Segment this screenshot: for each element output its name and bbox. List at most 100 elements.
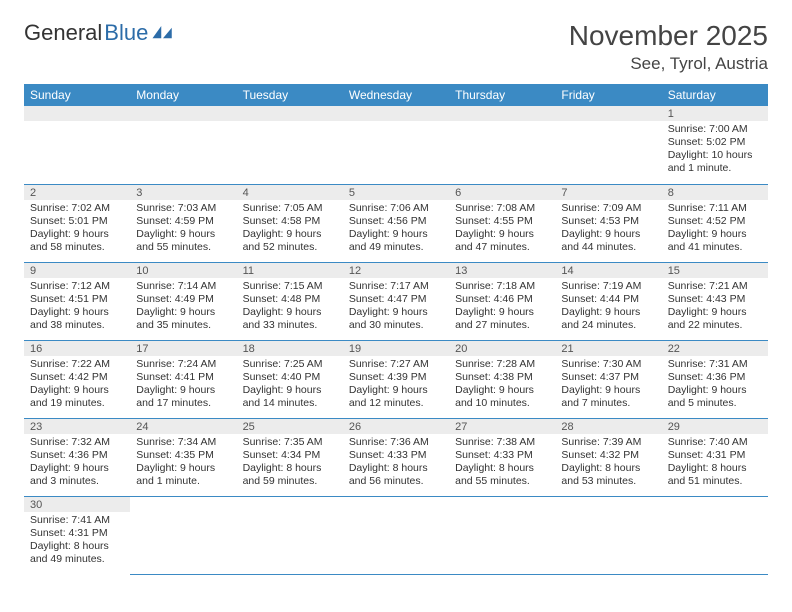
empty-daynum: [449, 106, 555, 121]
day-body: Sunrise: 7:25 AMSunset: 4:40 PMDaylight:…: [237, 356, 343, 415]
calendar-day-cell: 15Sunrise: 7:21 AMSunset: 4:43 PMDayligh…: [662, 262, 768, 340]
day-body: Sunrise: 7:28 AMSunset: 4:38 PMDaylight:…: [449, 356, 555, 415]
sunset-text: Sunset: 4:37 PM: [561, 371, 655, 384]
sunrise-text: Sunrise: 7:31 AM: [668, 358, 762, 371]
sunrise-text: Sunrise: 7:03 AM: [136, 202, 230, 215]
calendar-day-cell: 13Sunrise: 7:18 AMSunset: 4:46 PMDayligh…: [449, 262, 555, 340]
day-body: Sunrise: 7:35 AMSunset: 4:34 PMDaylight:…: [237, 434, 343, 493]
day-number: 26: [343, 419, 449, 434]
calendar-week-row: 1Sunrise: 7:00 AMSunset: 5:02 PMDaylight…: [24, 106, 768, 184]
day-number: 30: [24, 497, 130, 512]
daylight-text: Daylight: 9 hours and 30 minutes.: [349, 306, 443, 332]
day-body: Sunrise: 7:03 AMSunset: 4:59 PMDaylight:…: [130, 200, 236, 259]
sunset-text: Sunset: 4:36 PM: [30, 449, 124, 462]
day-number: 18: [237, 341, 343, 356]
day-number: 28: [555, 419, 661, 434]
calendar-empty-cell: [343, 496, 449, 574]
calendar-week-row: 9Sunrise: 7:12 AMSunset: 4:51 PMDaylight…: [24, 262, 768, 340]
calendar-day-cell: 17Sunrise: 7:24 AMSunset: 4:41 PMDayligh…: [130, 340, 236, 418]
day-number: 8: [662, 185, 768, 200]
sunrise-text: Sunrise: 7:35 AM: [243, 436, 337, 449]
sunrise-text: Sunrise: 7:39 AM: [561, 436, 655, 449]
day-body: Sunrise: 7:21 AMSunset: 4:43 PMDaylight:…: [662, 278, 768, 337]
day-body: Sunrise: 7:06 AMSunset: 4:56 PMDaylight:…: [343, 200, 449, 259]
sunset-text: Sunset: 4:43 PM: [668, 293, 762, 306]
calendar-day-cell: 19Sunrise: 7:27 AMSunset: 4:39 PMDayligh…: [343, 340, 449, 418]
calendar-table: SundayMondayTuesdayWednesdayThursdayFrid…: [24, 84, 768, 575]
day-body: Sunrise: 7:30 AMSunset: 4:37 PMDaylight:…: [555, 356, 661, 415]
day-number: 21: [555, 341, 661, 356]
calendar-day-cell: 29Sunrise: 7:40 AMSunset: 4:31 PMDayligh…: [662, 418, 768, 496]
day-body: Sunrise: 7:36 AMSunset: 4:33 PMDaylight:…: [343, 434, 449, 493]
calendar-day-cell: 8Sunrise: 7:11 AMSunset: 4:52 PMDaylight…: [662, 184, 768, 262]
sunrise-text: Sunrise: 7:15 AM: [243, 280, 337, 293]
sunset-text: Sunset: 4:48 PM: [243, 293, 337, 306]
daylight-text: Daylight: 9 hours and 1 minute.: [136, 462, 230, 488]
daylight-text: Daylight: 9 hours and 55 minutes.: [136, 228, 230, 254]
sunset-text: Sunset: 4:34 PM: [243, 449, 337, 462]
daylight-text: Daylight: 9 hours and 19 minutes.: [30, 384, 124, 410]
sunrise-text: Sunrise: 7:34 AM: [136, 436, 230, 449]
daylight-text: Daylight: 9 hours and 10 minutes.: [455, 384, 549, 410]
calendar-day-cell: 3Sunrise: 7:03 AMSunset: 4:59 PMDaylight…: [130, 184, 236, 262]
calendar-day-cell: 12Sunrise: 7:17 AMSunset: 4:47 PMDayligh…: [343, 262, 449, 340]
day-number: 1: [662, 106, 768, 121]
day-number: 5: [343, 185, 449, 200]
daylight-text: Daylight: 9 hours and 41 minutes.: [668, 228, 762, 254]
day-number: 15: [662, 263, 768, 278]
day-number: 27: [449, 419, 555, 434]
sunrise-text: Sunrise: 7:18 AM: [455, 280, 549, 293]
day-number: 19: [343, 341, 449, 356]
sunrise-text: Sunrise: 7:08 AM: [455, 202, 549, 215]
logo: GeneralBlue: [24, 20, 174, 46]
daylight-text: Daylight: 9 hours and 33 minutes.: [243, 306, 337, 332]
daylight-text: Daylight: 9 hours and 35 minutes.: [136, 306, 230, 332]
day-body: Sunrise: 7:31 AMSunset: 4:36 PMDaylight:…: [662, 356, 768, 415]
sunrise-text: Sunrise: 7:24 AM: [136, 358, 230, 371]
daylight-text: Daylight: 9 hours and 14 minutes.: [243, 384, 337, 410]
sunset-text: Sunset: 4:49 PM: [136, 293, 230, 306]
day-body: Sunrise: 7:17 AMSunset: 4:47 PMDaylight:…: [343, 278, 449, 337]
daylight-text: Daylight: 8 hours and 56 minutes.: [349, 462, 443, 488]
sunrise-text: Sunrise: 7:12 AM: [30, 280, 124, 293]
calendar-day-cell: 21Sunrise: 7:30 AMSunset: 4:37 PMDayligh…: [555, 340, 661, 418]
empty-daynum: [130, 106, 236, 121]
calendar-day-cell: 20Sunrise: 7:28 AMSunset: 4:38 PMDayligh…: [449, 340, 555, 418]
daylight-text: Daylight: 9 hours and 52 minutes.: [243, 228, 337, 254]
sunset-text: Sunset: 4:46 PM: [455, 293, 549, 306]
day-body: Sunrise: 7:09 AMSunset: 4:53 PMDaylight:…: [555, 200, 661, 259]
day-number: 12: [343, 263, 449, 278]
empty-daynum: [237, 106, 343, 121]
calendar-day-cell: 24Sunrise: 7:34 AMSunset: 4:35 PMDayligh…: [130, 418, 236, 496]
day-number: 2: [24, 185, 130, 200]
daylight-text: Daylight: 9 hours and 49 minutes.: [349, 228, 443, 254]
sunset-text: Sunset: 4:42 PM: [30, 371, 124, 384]
calendar-day-cell: 1Sunrise: 7:00 AMSunset: 5:02 PMDaylight…: [662, 106, 768, 184]
sunset-text: Sunset: 4:39 PM: [349, 371, 443, 384]
daylight-text: Daylight: 9 hours and 24 minutes.: [561, 306, 655, 332]
calendar-day-cell: 30Sunrise: 7:41 AMSunset: 4:31 PMDayligh…: [24, 496, 130, 574]
sunrise-text: Sunrise: 7:11 AM: [668, 202, 762, 215]
calendar-empty-cell: [449, 496, 555, 574]
sunset-text: Sunset: 4:38 PM: [455, 371, 549, 384]
sunrise-text: Sunrise: 7:38 AM: [455, 436, 549, 449]
sunrise-text: Sunrise: 7:40 AM: [668, 436, 762, 449]
daylight-text: Daylight: 9 hours and 3 minutes.: [30, 462, 124, 488]
day-number: 20: [449, 341, 555, 356]
sunrise-text: Sunrise: 7:25 AM: [243, 358, 337, 371]
sunrise-text: Sunrise: 7:32 AM: [30, 436, 124, 449]
daylight-text: Daylight: 9 hours and 27 minutes.: [455, 306, 549, 332]
sunrise-text: Sunrise: 7:17 AM: [349, 280, 443, 293]
weekday-header: Thursday: [449, 84, 555, 106]
day-body: Sunrise: 7:11 AMSunset: 4:52 PMDaylight:…: [662, 200, 768, 259]
day-body: Sunrise: 7:27 AMSunset: 4:39 PMDaylight:…: [343, 356, 449, 415]
daylight-text: Daylight: 8 hours and 55 minutes.: [455, 462, 549, 488]
calendar-day-cell: 5Sunrise: 7:06 AMSunset: 4:56 PMDaylight…: [343, 184, 449, 262]
title-block: November 2025 See, Tyrol, Austria: [569, 20, 768, 74]
day-number: 24: [130, 419, 236, 434]
sunrise-text: Sunrise: 7:19 AM: [561, 280, 655, 293]
day-body: Sunrise: 7:24 AMSunset: 4:41 PMDaylight:…: [130, 356, 236, 415]
calendar-empty-cell: [237, 106, 343, 184]
sunset-text: Sunset: 4:51 PM: [30, 293, 124, 306]
calendar-empty-cell: [130, 496, 236, 574]
